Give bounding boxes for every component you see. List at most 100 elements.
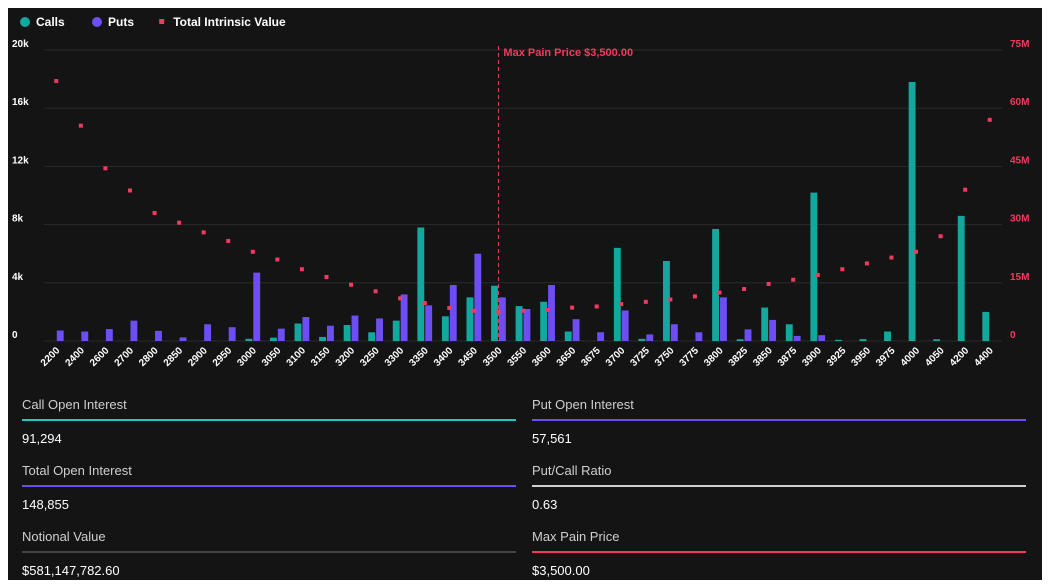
- intrinsic-point: [324, 274, 329, 279]
- call-bar: [638, 338, 646, 341]
- intrinsic-point: [594, 304, 599, 309]
- y-tick-label-right: 0: [1010, 330, 1016, 341]
- x-tick-label: 3350: [407, 345, 431, 369]
- stat-underline: [22, 419, 516, 421]
- intrinsic-point: [914, 249, 919, 254]
- stat-value: 0.63: [532, 497, 558, 512]
- notional-value-stat: Notional Value $581,147,782.60: [22, 520, 516, 580]
- put-call-ratio-stat: Put/Call Ratio 0.63: [532, 454, 1026, 516]
- put-bar: [155, 330, 162, 341]
- x-tick-label: 3750: [653, 345, 677, 369]
- stat-underline: [532, 485, 1026, 487]
- put-bar: [253, 272, 261, 341]
- stat-label: Max Pain Price: [532, 529, 620, 544]
- stat-value: $3,500.00: [532, 563, 590, 578]
- put-bar: [400, 294, 408, 341]
- x-tick-label: 4000: [899, 345, 923, 369]
- intrinsic-point: [226, 238, 231, 243]
- call-bar: [884, 331, 891, 341]
- legend-swatch: [92, 17, 102, 27]
- stat-value: 148,855: [22, 497, 69, 512]
- intrinsic-points: [54, 79, 992, 314]
- bars: [56, 82, 990, 341]
- call-bar: [515, 306, 523, 341]
- intrinsic-point: [668, 297, 673, 302]
- call-bar: [957, 215, 965, 341]
- x-tick-label: 3700: [604, 345, 628, 369]
- intrinsic-point: [864, 261, 869, 266]
- put-bar: [597, 332, 605, 341]
- call-bar: [982, 311, 990, 341]
- x-tick-label: 4200: [948, 345, 972, 369]
- intrinsic-point: [103, 166, 108, 171]
- call-bar: [491, 285, 498, 341]
- intrinsic-point: [373, 289, 378, 294]
- x-tick-label: 3100: [285, 345, 309, 369]
- y-tick-label-right: 60M: [1010, 97, 1029, 108]
- call-bar: [785, 324, 793, 341]
- max-pain-annotation: Max Pain Price $3,500.00: [497, 46, 633, 341]
- put-bar: [793, 335, 801, 341]
- put-bar: [818, 335, 826, 341]
- x-tick-label: 2900: [186, 345, 210, 369]
- x-tick-label: 4050: [923, 345, 947, 369]
- call-bar: [319, 336, 326, 341]
- intrinsic-point: [398, 296, 403, 301]
- x-tick-label: 3900: [800, 345, 824, 369]
- put-bar: [179, 337, 187, 341]
- put-bar: [523, 308, 531, 341]
- x-tick-label: 2850: [162, 345, 186, 369]
- call-bar: [392, 320, 400, 341]
- stat-label: Total Open Interest: [22, 463, 132, 478]
- x-tick-label: 2400: [63, 345, 87, 369]
- call-bar: [908, 82, 916, 341]
- intrinsic-point: [692, 294, 697, 299]
- legend-swatch: [159, 19, 165, 24]
- put-bar: [81, 331, 89, 341]
- y-tick-label-left: 20k: [12, 39, 29, 50]
- stat-underline: [22, 551, 516, 553]
- put-bar: [498, 297, 506, 341]
- intrinsic-point: [299, 267, 304, 272]
- x-tick-label: 3600: [530, 345, 554, 369]
- legend-label: Calls: [36, 15, 65, 29]
- call-bar: [933, 339, 941, 341]
- y-tick-label-left: 4k: [12, 272, 24, 283]
- call-bar: [663, 260, 670, 341]
- call-bar: [540, 301, 548, 341]
- intrinsic-point: [840, 267, 845, 272]
- stat-value: 57,561: [532, 431, 572, 446]
- grid: [44, 49, 1002, 342]
- intrinsic-point: [889, 255, 894, 260]
- x-tick-label: 3300: [383, 345, 407, 369]
- put-bar: [204, 324, 212, 341]
- call-bar: [368, 332, 376, 341]
- intrinsic-point: [177, 220, 182, 225]
- intrinsic-point: [275, 257, 280, 262]
- call-bar: [441, 316, 449, 341]
- put-bar: [351, 315, 359, 341]
- call-bar: [417, 227, 425, 341]
- stat-underline: [532, 419, 1026, 421]
- intrinsic-point: [987, 117, 992, 122]
- call-bar: [466, 297, 474, 341]
- put-bar: [474, 253, 482, 341]
- put-bar: [769, 319, 777, 341]
- legend-swatch: [20, 17, 30, 27]
- y-tick-label-left: 12k: [12, 155, 29, 166]
- y-tick-label-left: 16k: [12, 97, 29, 108]
- call-bar: [736, 339, 744, 341]
- call-bar: [343, 324, 351, 341]
- call-bar: [834, 339, 842, 341]
- open-interest-panel: Calls Puts Total Intrinsic Value 0 4k 8k 12k 1…: [8, 8, 1042, 580]
- x-tick-label: 2950: [211, 345, 235, 369]
- legend: Calls Puts Total Intrinsic Value: [20, 15, 286, 29]
- call-bar: [712, 228, 720, 341]
- put-bar: [720, 297, 727, 341]
- put-bar: [621, 310, 629, 341]
- x-tick-label: 3650: [555, 345, 579, 369]
- stat-label: Put/Call Ratio: [532, 463, 612, 478]
- call-bar: [269, 337, 277, 341]
- call-bar: [613, 247, 621, 341]
- stat-label: Notional Value: [22, 529, 106, 544]
